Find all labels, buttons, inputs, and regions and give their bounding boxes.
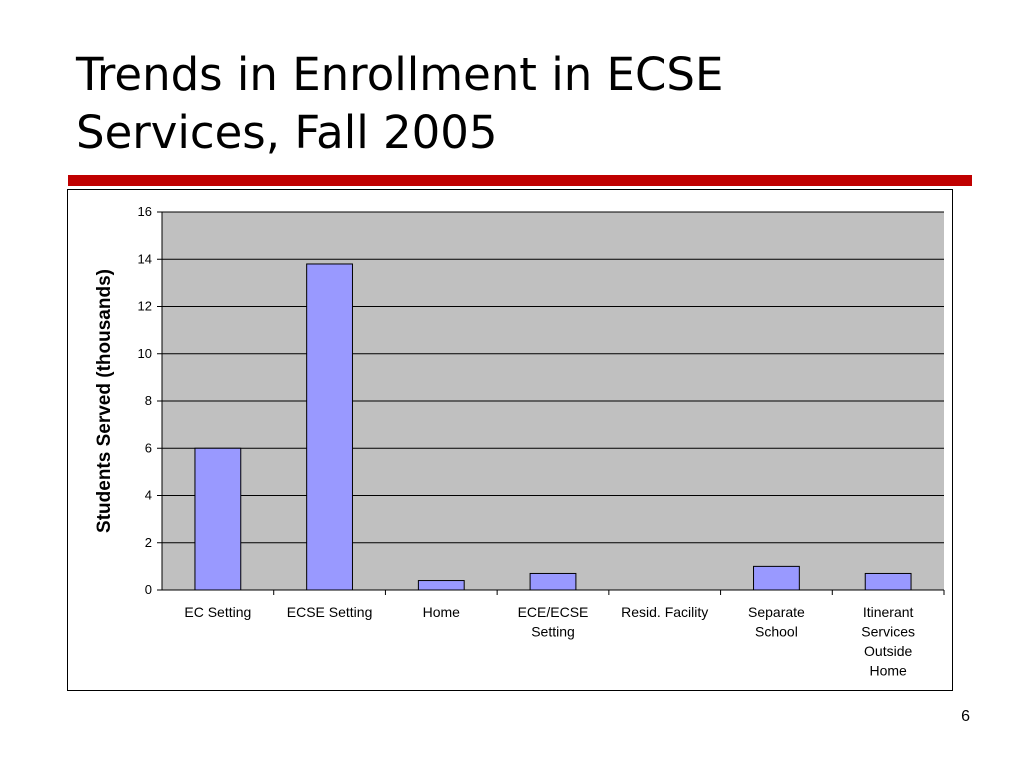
slide-title-line-1: Trends in Enrollment in ECSE — [76, 48, 724, 101]
y-tick-label: 16 — [138, 204, 152, 219]
x-tick-label: Resid. Facility — [621, 604, 708, 620]
x-tick-label: Outside — [864, 643, 912, 659]
title-rule — [68, 175, 972, 186]
x-tick-label: Setting — [531, 624, 575, 640]
y-tick-label: 8 — [145, 393, 152, 408]
y-tick-label: 2 — [145, 535, 152, 550]
x-tick-label: ECSE Setting — [287, 604, 373, 620]
bar — [529, 572, 577, 591]
y-tick-label: 4 — [145, 488, 152, 503]
y-tick-label: 10 — [138, 346, 152, 361]
x-tick-label: Home — [423, 604, 461, 620]
bar — [864, 572, 912, 591]
y-tick-label: 14 — [138, 251, 152, 266]
y-tick-label: 6 — [145, 440, 152, 455]
x-tick-label: Separate — [748, 604, 805, 620]
y-tick-label: 0 — [145, 582, 152, 597]
bar-chart: 0 2 4 6 8 10 12 14 16 Students Served (thousands)… — [94, 204, 945, 679]
bar — [753, 565, 800, 591]
x-tick-label: Home — [869, 663, 907, 679]
slide-title-line-2: Services, Fall 2005 — [76, 106, 498, 159]
chart-frame: 0 2 4 6 8 10 12 14 16 Students Served (thousands)… — [67, 189, 953, 691]
x-tick-label: EC Setting — [184, 604, 251, 620]
y-axis-label: Students Served (thousands) — [94, 269, 115, 533]
x-tick-label: ECE/ECSE — [518, 604, 589, 620]
bar — [417, 580, 465, 591]
bar — [306, 263, 353, 591]
slide-title: Trends in Enrollment in ECSE Services, F… — [76, 46, 956, 162]
bar — [194, 447, 242, 591]
page-number: 6 — [961, 708, 970, 725]
x-tick-label: Services — [861, 624, 915, 640]
x-tick-label: School — [755, 624, 798, 640]
y-tick-label: 12 — [138, 299, 152, 314]
x-tick-label: Itinerant — [863, 604, 914, 620]
